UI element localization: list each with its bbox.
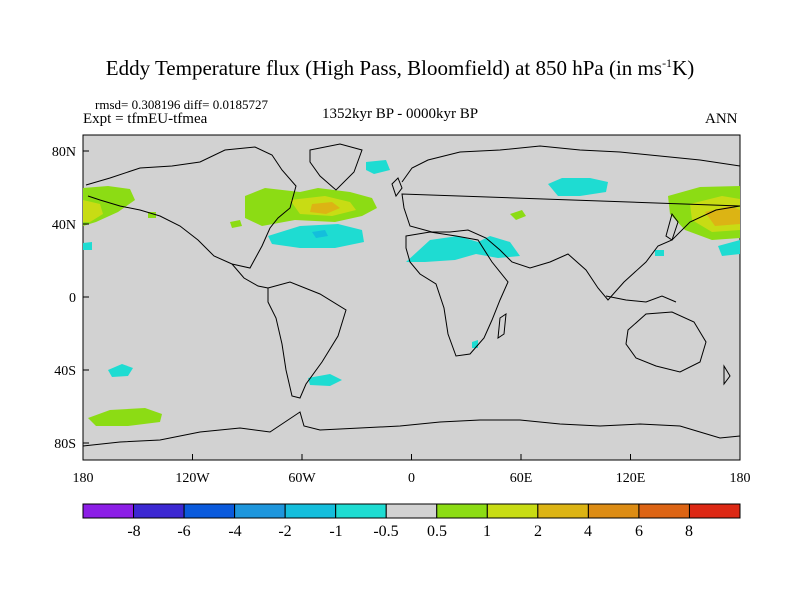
coast-south-america — [267, 281, 347, 399]
colorbar-label: 1 — [483, 523, 491, 540]
experiment-label: Expt = tfmEU-tfmea — [83, 111, 208, 127]
colorbar-label: -4 — [228, 523, 241, 540]
period-label: 1352kyr BP - 0000kyr BP — [322, 106, 479, 122]
coast-madagascar — [497, 312, 507, 340]
stats-text: rmsd= 0.308196 diff= 0.0185727 — [95, 97, 268, 112]
colorbar-label: 2 — [534, 523, 542, 540]
coastlines — [82, 143, 741, 447]
colorbar-label: -1 — [329, 523, 342, 540]
colorbar-label: 0.5 — [427, 523, 447, 540]
lat-label-0: 0 — [69, 291, 76, 306]
colorbar-label: 8 — [685, 523, 693, 540]
colorbar-swatch — [486, 503, 539, 519]
coast-new-zealand — [723, 364, 731, 386]
coast-australia — [625, 311, 707, 373]
colorbar-swatch — [587, 503, 640, 519]
lat-label-80n: 80N — [52, 145, 76, 160]
anomaly-cyan-asia — [548, 178, 608, 196]
anomaly-cyan-spac — [108, 364, 133, 377]
coast-eurasia — [401, 145, 741, 301]
anomaly-cyan-small-east — [655, 250, 664, 256]
colorbar-swatch — [234, 503, 286, 519]
anomaly-cyan-npac-west — [83, 242, 92, 250]
anomaly-green-southern — [88, 408, 162, 426]
coast-indonesia — [605, 295, 677, 303]
anomaly-natl-core — [310, 202, 340, 214]
colorbar-label: -2 — [278, 523, 291, 540]
plot-title: Eddy Temperature flux (High Pass, Bloomf… — [105, 56, 695, 80]
colorbar-swatch — [335, 503, 387, 519]
colorbar-swatch — [284, 503, 337, 519]
colorbar-label: 4 — [584, 523, 592, 540]
anomaly-cyan-arctic — [366, 160, 390, 174]
lat-label-40n: 40N — [52, 218, 76, 233]
colorbar-swatch — [638, 503, 690, 519]
lon-label-180e: 180 — [730, 471, 751, 486]
colorbar-label: -8 — [127, 523, 140, 540]
colorbar-swatch — [82, 503, 135, 519]
coast-north-america — [85, 146, 297, 269]
colorbar-swatch — [183, 503, 236, 519]
colorbar-swatch — [436, 503, 488, 519]
coast-greenland — [309, 143, 363, 191]
anomaly-cyan-npac — [718, 240, 740, 256]
anomaly-npac-west-core — [83, 200, 103, 222]
lat-label-40s: 40S — [54, 364, 76, 379]
lon-label-60e: 60E — [510, 471, 533, 486]
colorbar-label: -0.5 — [373, 523, 398, 540]
axis-ticks — [82, 150, 741, 460]
colorbar-label: -6 — [177, 523, 190, 540]
lon-label-0: 0 — [408, 471, 415, 486]
lon-label-60w: 60W — [288, 471, 316, 486]
lon-label-120e: 120E — [616, 471, 646, 486]
lon-label-180w: 180 — [73, 471, 94, 486]
coast-britain — [391, 177, 403, 198]
colorbar — [82, 503, 741, 519]
anomaly-cyan-natl-core — [312, 230, 328, 238]
anomaly-green-east-asia — [510, 210, 526, 220]
colorbar-swatch — [385, 503, 438, 519]
coast-japan — [665, 212, 679, 241]
anomaly-green-small — [230, 220, 242, 228]
map-background — [82, 134, 741, 461]
season-label: ANN — [705, 111, 738, 127]
lat-label-80s: 80S — [54, 437, 76, 452]
coast-antarctica — [82, 411, 741, 447]
colorbar-label: 6 — [635, 523, 643, 540]
colorbar-swatch — [133, 503, 185, 519]
colorbar-swatch — [537, 503, 589, 519]
anomaly-cyan-satl — [308, 374, 342, 386]
colorbar-swatch — [688, 503, 741, 519]
colorbar-labels: -8 -6 -4 -2 -1 -0.5 0.5 1 2 4 6 8 — [127, 523, 693, 540]
coast-central-america — [231, 263, 269, 289]
coast-africa — [405, 231, 509, 357]
lon-label-120w: 120W — [175, 471, 210, 486]
